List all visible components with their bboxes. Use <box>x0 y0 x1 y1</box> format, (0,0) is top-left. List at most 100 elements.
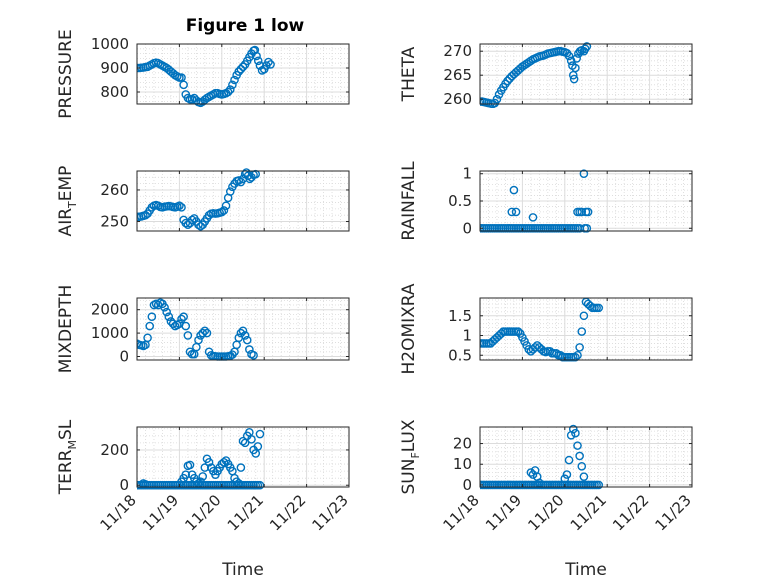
data-point <box>225 85 235 94</box>
data-series <box>137 427 265 490</box>
data-point <box>562 470 572 479</box>
data-point <box>571 352 580 362</box>
data-point <box>552 348 561 358</box>
data-point <box>509 185 519 195</box>
data-point <box>225 187 235 196</box>
data-point <box>503 76 512 86</box>
data-point <box>249 351 258 360</box>
data-point <box>137 63 142 73</box>
data-point <box>583 207 593 217</box>
axes-frame <box>136 170 350 232</box>
data-point <box>580 44 590 54</box>
data-point <box>198 472 208 481</box>
data-point <box>202 328 212 338</box>
data-point <box>480 97 485 106</box>
data-point <box>141 480 150 489</box>
data-series <box>137 45 275 108</box>
y-tick-label: 0 <box>462 476 472 494</box>
y-tick-label: 10 <box>453 455 472 473</box>
data-point <box>507 207 517 217</box>
data-point <box>253 442 263 451</box>
y-tick-label: 1 <box>462 165 472 183</box>
y-axis-label: RAINFALL <box>399 161 419 241</box>
x-axis-label: Time <box>221 560 264 580</box>
axes-frame <box>479 297 693 361</box>
y-axis-label-part: TERR <box>56 449 76 495</box>
data-series <box>137 298 258 361</box>
data-point <box>594 303 604 313</box>
data-point <box>219 457 229 467</box>
data-point <box>185 347 195 357</box>
y-tick-label: 270 <box>443 42 472 60</box>
data-point <box>242 335 252 345</box>
y-axis-label-part: M <box>66 440 79 450</box>
data-point <box>145 321 155 331</box>
axes-frame <box>136 297 350 361</box>
y-axis-label-part: THETA <box>399 46 419 102</box>
data-point <box>245 345 254 354</box>
data-point <box>569 74 579 84</box>
y-axis-label-part: RAINFALL <box>399 161 419 241</box>
data-series <box>480 169 593 233</box>
data-point <box>141 210 150 220</box>
data-point <box>217 207 227 217</box>
data-point <box>579 169 589 179</box>
data-point <box>560 474 570 484</box>
data-point <box>194 335 203 345</box>
data-point <box>137 212 142 222</box>
y-axis-label: THETA <box>399 46 419 102</box>
data-point <box>234 67 244 76</box>
y-tick-label: 20 <box>453 435 472 453</box>
data-series <box>480 42 592 108</box>
data-point <box>179 80 188 90</box>
data-point <box>230 75 239 85</box>
y-axis-label-part: AIR <box>56 208 76 237</box>
data-point <box>204 457 214 467</box>
data-point <box>147 312 157 322</box>
chart-panel-h2omixra: 0.51 1.5 H2OMIXRA <box>399 283 693 375</box>
data-point <box>253 56 263 66</box>
data-point <box>255 429 265 439</box>
data-point <box>228 80 237 90</box>
y-tick-label: 1000 <box>91 324 129 342</box>
data-point <box>492 94 502 104</box>
data-point <box>238 62 248 72</box>
data-point <box>240 331 250 340</box>
data-point <box>177 203 186 212</box>
data-point <box>181 470 191 479</box>
data-point <box>236 64 246 74</box>
data-point <box>196 477 205 487</box>
data-point <box>192 477 201 487</box>
data-point <box>535 478 544 488</box>
axes-frame <box>136 43 350 105</box>
data-point <box>181 321 191 331</box>
data-point <box>577 327 587 336</box>
data-point <box>573 350 582 360</box>
data-point <box>238 436 248 446</box>
data-point <box>571 428 580 438</box>
y-axis-label-part: F <box>409 452 422 458</box>
y-axis-label-part: PRESSURE <box>56 29 76 118</box>
data-point <box>179 312 188 322</box>
data-point <box>183 331 193 340</box>
y-tick-label: 0 <box>462 219 472 237</box>
data-point <box>528 213 538 222</box>
y-axis-label: SUNFLUX <box>399 419 422 494</box>
data-point <box>200 463 210 472</box>
data-point <box>577 462 587 471</box>
data-point <box>168 319 178 329</box>
data-point <box>582 42 592 51</box>
data-point <box>219 206 229 215</box>
data-point <box>175 201 184 211</box>
data-point <box>255 480 265 490</box>
data-point <box>575 343 584 352</box>
y-tick-label: 0 <box>119 347 129 365</box>
data-point <box>236 328 246 338</box>
data-point <box>232 477 241 487</box>
data-point <box>264 57 273 67</box>
y-tick-label: 1000 <box>91 35 129 53</box>
chart-panel-mixdepth: 0 1000 2000 MIXDEPTH <box>56 285 350 374</box>
y-axis-label: MIXDEPTH <box>56 285 76 374</box>
y-tick-label: 900 <box>100 59 129 77</box>
y-axis-label-part: LUX <box>399 419 419 452</box>
